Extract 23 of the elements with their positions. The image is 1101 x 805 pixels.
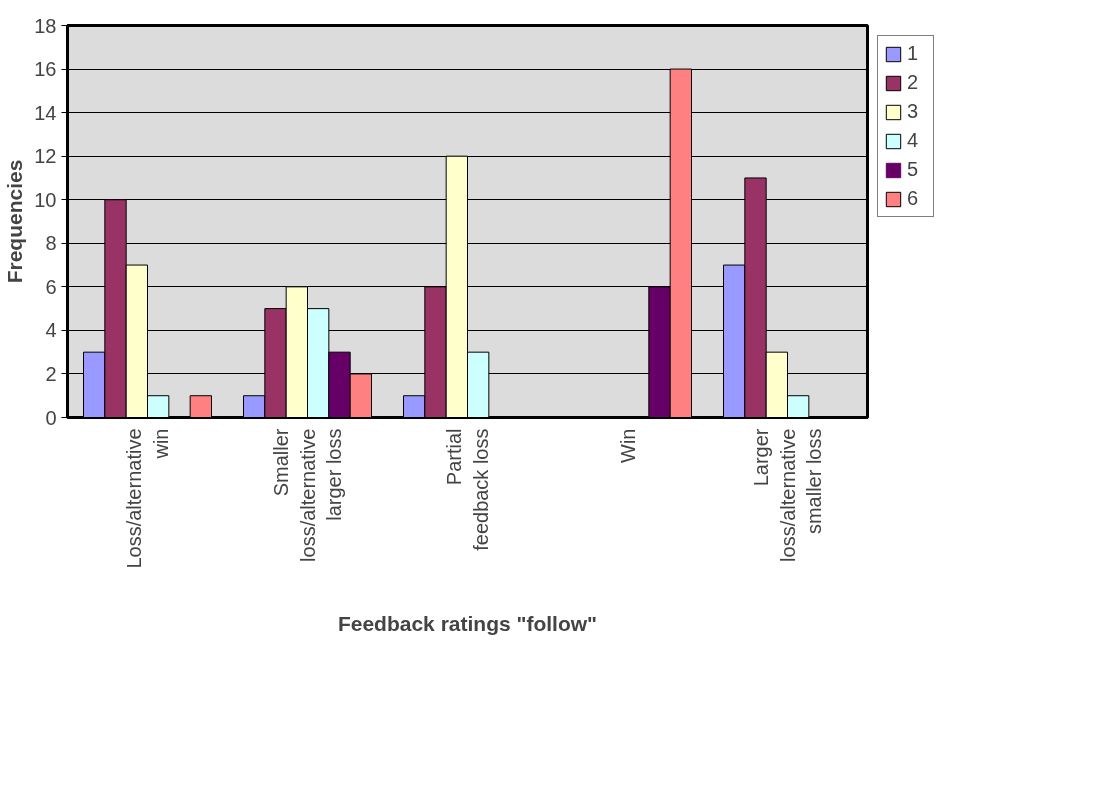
x-tick-label: Smaller loss/alternative larger loss xyxy=(270,428,345,562)
y-axis-title: Frequencies xyxy=(3,159,27,284)
y-tick-label: 12 xyxy=(34,145,57,168)
legend-label: 1 xyxy=(907,42,920,65)
x-axis-title: Feedback ratings "follow" xyxy=(337,611,598,635)
x-tick-label: Partial feedback loss xyxy=(443,428,492,551)
y-tick-label: 2 xyxy=(45,362,57,385)
x-tick-label: Win xyxy=(616,428,639,463)
y-tick-label: 16 xyxy=(34,58,57,81)
legend-label: 2 xyxy=(907,71,920,94)
y-tick-label: 18 xyxy=(34,14,57,37)
x-tick-label: Loss/alternative win xyxy=(123,428,172,569)
legend-label: 5 xyxy=(907,158,920,181)
y-tick-label: 8 xyxy=(45,232,57,255)
legend-label: 6 xyxy=(907,187,920,210)
legend-label: 3 xyxy=(907,100,920,123)
y-tick-label: 6 xyxy=(45,275,57,298)
y-tick-label: 4 xyxy=(45,319,57,342)
y-tick-label: 0 xyxy=(45,406,57,429)
y-tick-label: 10 xyxy=(34,188,57,211)
x-tick-label: Larger loss/alternative smaller loss xyxy=(750,428,825,562)
y-tick-label: 14 xyxy=(34,101,57,124)
legend-label: 4 xyxy=(907,129,920,152)
